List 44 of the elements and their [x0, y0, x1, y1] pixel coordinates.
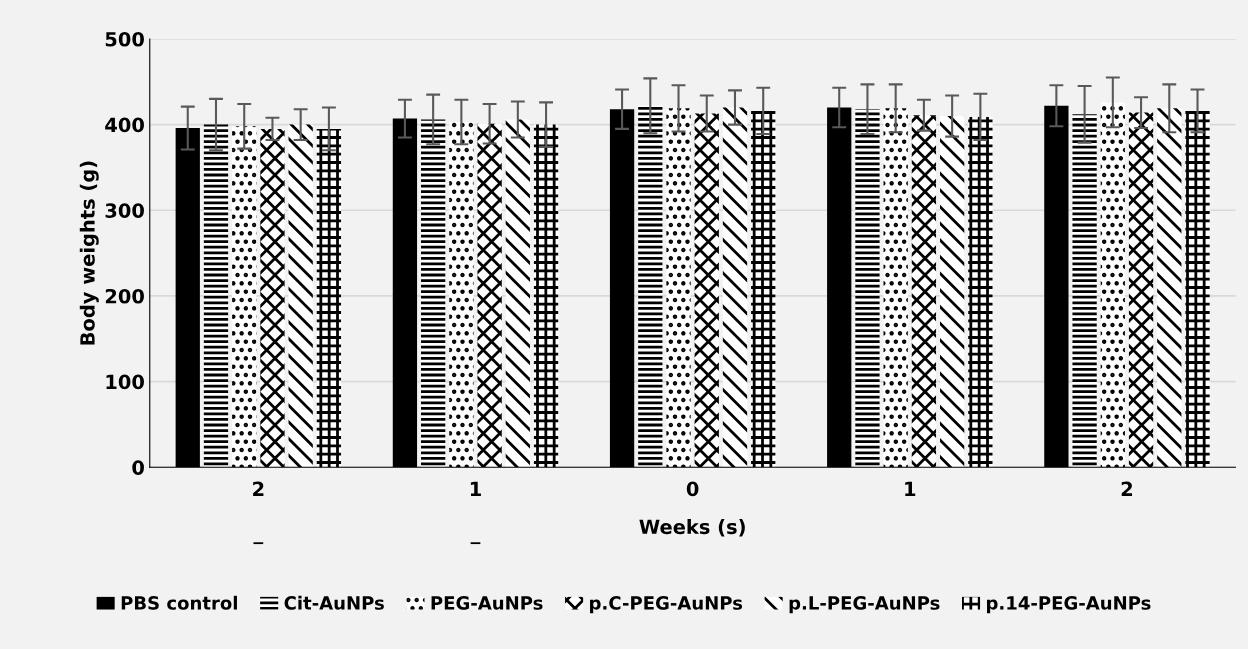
bar [638, 105, 663, 468]
bar [260, 128, 285, 468]
bar [1185, 110, 1210, 468]
bar [911, 115, 937, 468]
y-tick-label: 400 [105, 117, 144, 133]
bar [968, 116, 993, 468]
y-tick-label: 500 [105, 31, 144, 47]
bar [316, 128, 342, 468]
legend-label: p.14-PEG-AuNPs [987, 596, 1151, 614]
bar [203, 124, 229, 468]
legend-label: PEG-AuNPs [431, 596, 543, 610]
bar [533, 124, 559, 468]
y-tick-label: 0 [132, 460, 144, 475]
legend-label: Cit-AuNPs [284, 595, 384, 610]
legend-label: PBS control [121, 595, 237, 610]
bar [288, 124, 313, 468]
x-axis-title: Weeks (s) [639, 519, 745, 537]
legend-label: p.C-PEG-AuNPs [590, 596, 743, 614]
legend-label: p.L-PEG-AuNPs [789, 596, 940, 614]
category-label: 1 _ [470, 481, 481, 545]
x-tick-label: 2 [1121, 481, 1133, 496]
bar [855, 109, 880, 468]
bar [722, 107, 748, 468]
bar [1100, 102, 1125, 468]
bar [232, 126, 257, 468]
category-label: 2 _ [253, 481, 264, 545]
bar [883, 108, 908, 468]
bar [1128, 112, 1154, 468]
y-tick-label: 300 [105, 203, 144, 218]
bar [751, 110, 776, 468]
bar [449, 122, 474, 468]
y-axis-title: Body weights (g) [79, 161, 99, 345]
bar [666, 108, 691, 468]
bar [505, 119, 530, 468]
x-tick-label: 1 [905, 481, 916, 496]
bar [421, 119, 446, 468]
bar [477, 123, 502, 468]
bar [1072, 114, 1097, 468]
y-tick-label: 200 [105, 288, 144, 304]
bar [1157, 108, 1182, 468]
y-tick-label: 100 [106, 374, 144, 390]
bar [694, 113, 719, 468]
bar [940, 116, 965, 468]
x-tick-label: 0 [686, 481, 699, 497]
